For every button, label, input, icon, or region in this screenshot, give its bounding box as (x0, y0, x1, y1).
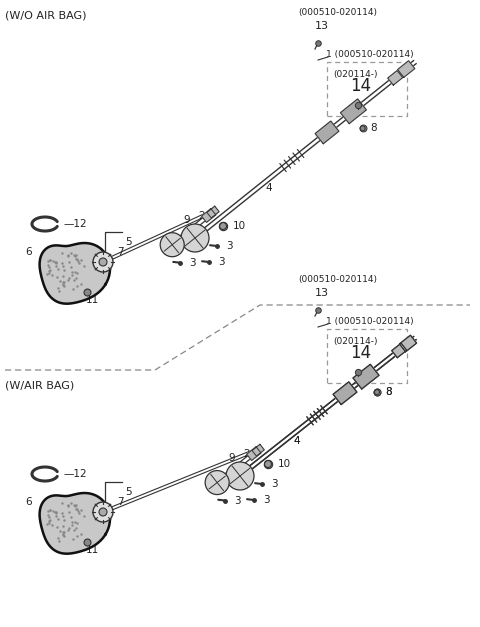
Polygon shape (353, 364, 379, 389)
Text: 9: 9 (183, 215, 190, 225)
Polygon shape (353, 364, 379, 389)
Text: 14: 14 (350, 77, 371, 95)
Text: —12: —12 (63, 469, 86, 479)
Text: 3: 3 (234, 495, 241, 505)
Polygon shape (340, 99, 366, 124)
Polygon shape (247, 447, 261, 460)
Text: 8: 8 (371, 124, 377, 134)
Text: 5: 5 (125, 487, 132, 497)
Polygon shape (392, 343, 407, 357)
Polygon shape (399, 335, 417, 352)
Text: 2: 2 (199, 211, 205, 221)
Text: 3: 3 (263, 495, 270, 505)
Text: 4: 4 (293, 436, 300, 446)
Text: 5: 5 (125, 237, 132, 247)
Polygon shape (392, 343, 407, 357)
Text: (020114-): (020114-) (333, 337, 377, 346)
Text: 3: 3 (189, 258, 196, 268)
Circle shape (93, 502, 113, 522)
Circle shape (99, 258, 107, 266)
Polygon shape (39, 493, 110, 554)
Text: 6: 6 (25, 497, 32, 507)
Text: 9: 9 (228, 453, 235, 463)
Polygon shape (397, 61, 415, 77)
Text: 3: 3 (271, 479, 277, 489)
Text: (020114-): (020114-) (333, 70, 377, 79)
Polygon shape (207, 206, 219, 218)
Text: 7: 7 (117, 497, 124, 507)
Circle shape (93, 252, 113, 272)
Polygon shape (333, 382, 357, 404)
Text: 14: 14 (350, 344, 371, 362)
Circle shape (181, 224, 209, 252)
Polygon shape (388, 71, 403, 85)
Text: 10: 10 (278, 459, 291, 469)
Text: 8: 8 (385, 387, 392, 397)
Text: 1 (000510-020114): 1 (000510-020114) (326, 317, 414, 326)
Text: 11: 11 (85, 295, 98, 305)
Text: (W/O AIR BAG): (W/O AIR BAG) (5, 10, 86, 20)
Text: (W/AIR BAG): (W/AIR BAG) (5, 380, 74, 390)
Circle shape (99, 508, 107, 516)
Text: —12: —12 (63, 219, 86, 229)
Polygon shape (333, 382, 357, 404)
Text: 13: 13 (315, 21, 329, 31)
Text: 11: 11 (85, 545, 98, 555)
FancyBboxPatch shape (327, 329, 407, 383)
Text: 2: 2 (244, 448, 251, 458)
Text: (000510-020114): (000510-020114) (298, 275, 377, 284)
Circle shape (160, 233, 184, 256)
Circle shape (226, 462, 254, 490)
Polygon shape (39, 243, 110, 303)
Text: 10: 10 (233, 221, 246, 231)
Polygon shape (399, 335, 417, 352)
Polygon shape (315, 121, 339, 144)
Text: 3: 3 (218, 257, 225, 267)
Text: 3: 3 (226, 241, 233, 251)
Text: 4: 4 (265, 183, 272, 193)
Polygon shape (202, 209, 216, 223)
Polygon shape (252, 445, 264, 456)
Text: 13: 13 (315, 288, 329, 298)
Text: (000510-020114): (000510-020114) (298, 8, 377, 17)
Text: 8: 8 (385, 387, 392, 397)
Text: 1 (000510-020114): 1 (000510-020114) (326, 50, 414, 59)
FancyBboxPatch shape (327, 62, 407, 116)
Text: 4: 4 (293, 436, 300, 446)
Text: 6: 6 (25, 247, 32, 257)
Text: 7: 7 (117, 247, 124, 257)
Circle shape (205, 470, 229, 495)
